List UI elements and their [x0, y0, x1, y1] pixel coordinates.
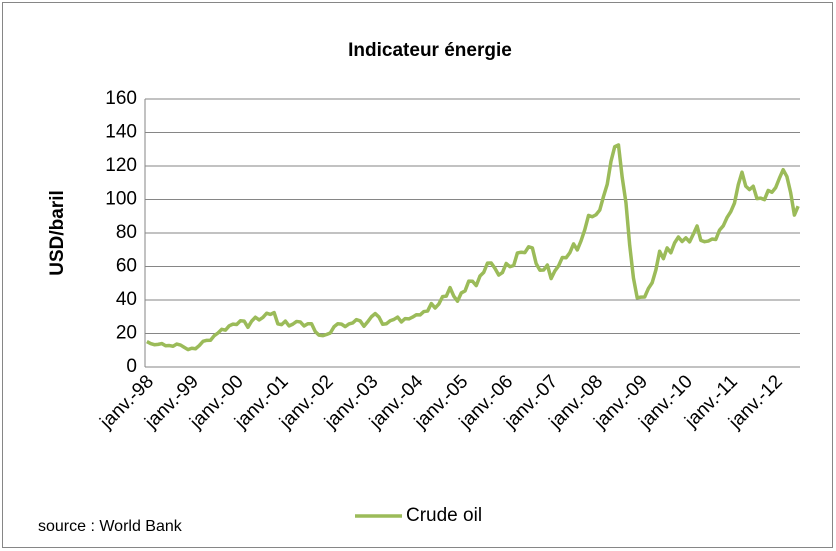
series-line: [146, 143, 800, 352]
y-tick-label: 140: [105, 122, 137, 143]
y-tick-label: 100: [105, 189, 137, 210]
y-tick-label: 40: [116, 289, 137, 310]
y-axis-label: USD/baril: [47, 190, 68, 276]
y-tick-label: 120: [105, 155, 137, 176]
y-tick-label: 80: [116, 222, 137, 243]
source-note: source : World Bank: [38, 518, 183, 535]
y-tick-label: 0: [126, 356, 137, 377]
legend-label: Crude oil: [406, 505, 482, 526]
chart-title: Indicateur énergie: [348, 40, 512, 61]
y-tick-label: 60: [116, 256, 137, 277]
y-tick-label: 160: [105, 88, 137, 109]
y-tick-label: 20: [116, 323, 137, 344]
